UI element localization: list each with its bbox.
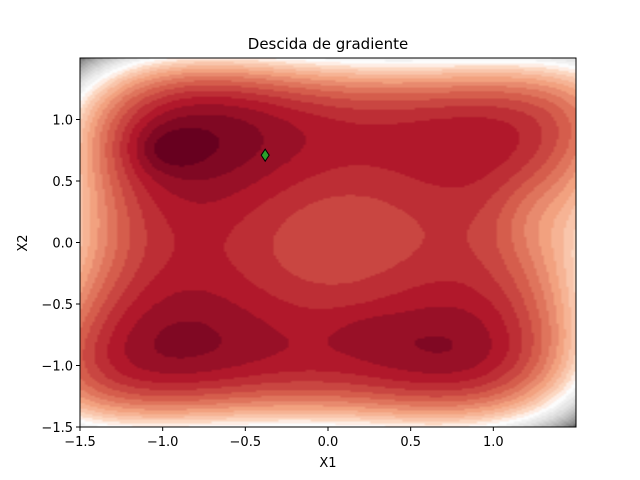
x-tick-label: 1.0 bbox=[483, 435, 504, 450]
x-tick-label: −1.0 bbox=[147, 435, 179, 450]
y-tick-label: −1.0 bbox=[41, 360, 73, 375]
contour-field bbox=[80, 58, 576, 427]
x-tick-label: 0.0 bbox=[318, 435, 339, 450]
current-point-marker bbox=[260, 148, 270, 163]
chart-title: Descida de gradiente bbox=[248, 35, 408, 53]
markers bbox=[260, 148, 270, 163]
x-tick-label: 0.5 bbox=[400, 435, 421, 450]
y-tick-label: 1.0 bbox=[52, 114, 73, 129]
y-axis-label: X2 bbox=[16, 234, 31, 251]
x-axis: −1.5 −1.0 −0.5 0.0 0.5 1.0 bbox=[64, 427, 504, 450]
x-axis-label: X1 bbox=[319, 456, 336, 471]
x-tick-label: −1.5 bbox=[64, 435, 96, 450]
y-tick-label: −0.5 bbox=[41, 298, 73, 313]
x-tick-label: −0.5 bbox=[230, 435, 262, 450]
plot-area bbox=[79, 57, 577, 428]
y-tick-label: −1.5 bbox=[41, 421, 73, 436]
y-tick-label: 0.5 bbox=[52, 175, 73, 190]
y-axis: −1.5 −1.0 −0.5 0.0 0.5 1.0 bbox=[41, 114, 80, 436]
y-tick-label: 0.0 bbox=[52, 237, 73, 252]
